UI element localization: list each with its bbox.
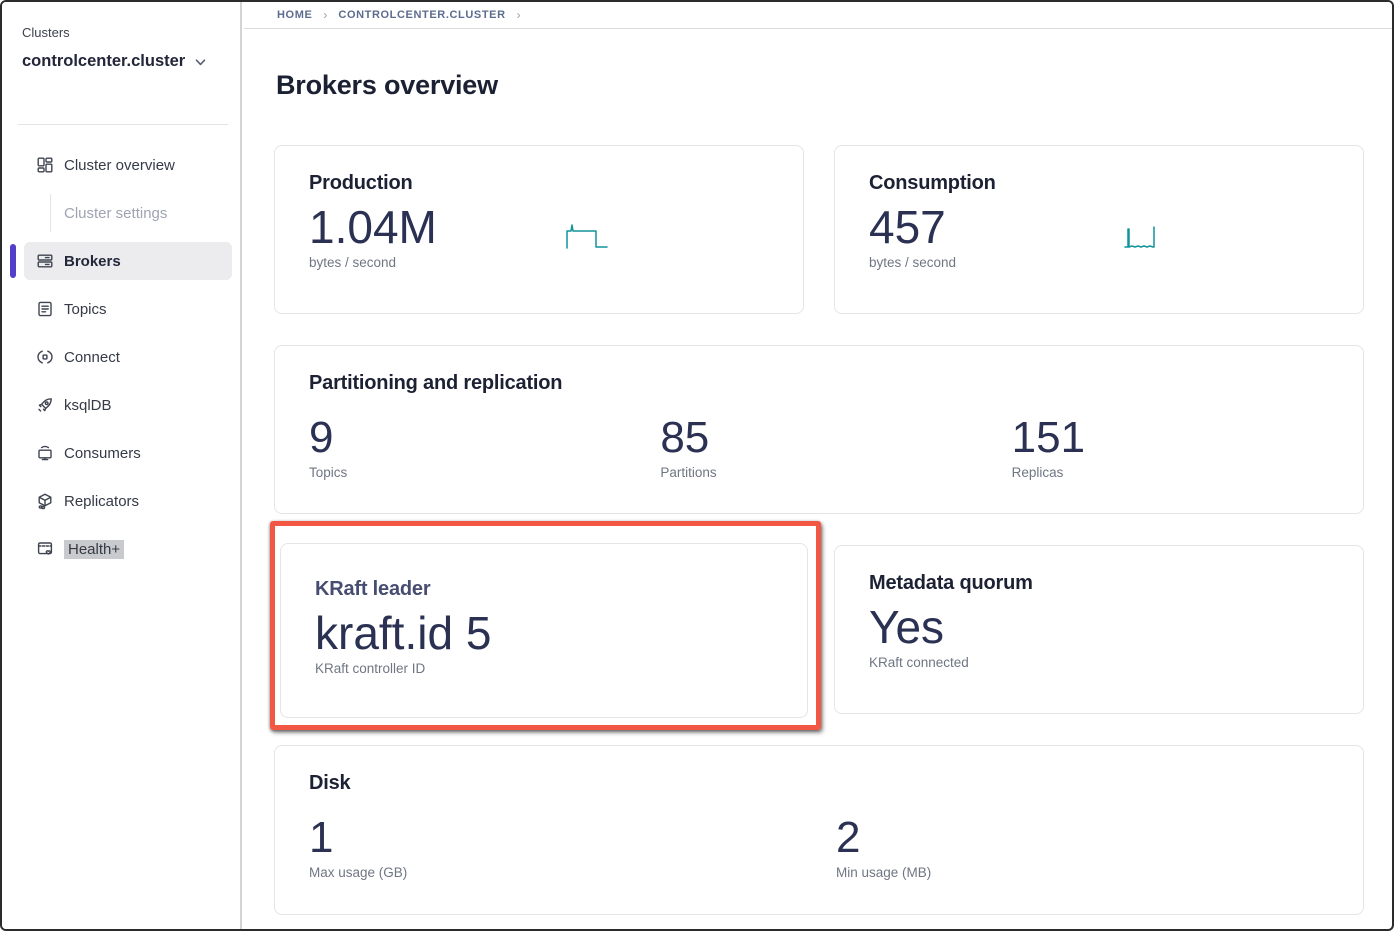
sidebar-divider (18, 124, 228, 125)
topics-document-icon (36, 300, 54, 318)
sidebar-item-ksqldb[interactable]: ksqlDB (24, 386, 232, 424)
production-card-title: Production (309, 172, 413, 194)
sidebar-item-label: Health+ (64, 539, 125, 559)
consumption-unit: bytes / second (869, 254, 957, 270)
sidebar-item-health-plus[interactable]: Health+ (24, 530, 232, 568)
cluster-name: controlcenter.cluster (22, 52, 186, 70)
min-usage-value: 2 (836, 813, 861, 862)
dashboard-grid-icon (36, 156, 54, 174)
disk-card[interactable]: Disk 1 Max usage (GB) 2 Min usage (MB) (274, 745, 1364, 915)
topics-stat: 9 Topics (309, 407, 660, 480)
sidebar-item-label: Connect (64, 348, 120, 366)
kraft-controller-id-label: KRaft controller ID (315, 660, 426, 676)
max-usage-stat: 1 Max usage (GB) (309, 807, 836, 880)
replicators-cube-icon (36, 492, 54, 510)
active-item-indicator (10, 244, 16, 278)
kraft-leader-card-title: KRaft leader (315, 578, 431, 600)
consumption-value: 457 (869, 201, 946, 253)
partitions-count: 85 (660, 413, 710, 462)
rocket-icon (36, 396, 54, 414)
max-usage-value: 1 (309, 813, 334, 862)
partitioning-card-title: Partitioning and replication (309, 372, 563, 394)
sidebar-item-label: Cluster settings (64, 204, 168, 222)
sidebar-item-label: Cluster overview (64, 156, 175, 174)
sidebar-item-replicators[interactable]: Replicators (24, 482, 232, 520)
metadata-quorum-value: Yes (869, 601, 945, 653)
topics-label: Topics (309, 464, 348, 480)
min-usage-label: Min usage (MB) (836, 864, 932, 880)
min-usage-stat: 2 Min usage (MB) (836, 807, 1363, 880)
breadcrumb: HOME › CONTROLCENTER.CLUSTER › (244, 2, 1392, 29)
production-unit: bytes / second (309, 254, 397, 270)
production-sparkline (566, 224, 608, 249)
kraft-leader-value: kraft.id 5 (315, 607, 492, 659)
breadcrumb-home-link[interactable]: HOME (277, 9, 313, 21)
breadcrumb-separator: › (323, 8, 328, 22)
sidebar-item-label: ksqlDB (64, 396, 112, 414)
sidebar-item-topics[interactable]: Topics (24, 290, 232, 328)
consumers-monitor-icon (36, 444, 54, 462)
connect-plug-icon (36, 348, 54, 366)
production-value: 1.04M (309, 201, 437, 253)
health-window-heart-icon (36, 540, 54, 558)
sidebar-item-label: Topics (64, 300, 107, 318)
max-usage-label: Max usage (GB) (309, 864, 408, 880)
sidebar-item-cluster-overview[interactable]: Cluster overview (24, 146, 232, 184)
metadata-quorum-card[interactable]: Metadata quorum Yes KRaft connected (834, 545, 1364, 714)
partitions-stat: 85 Partitions (660, 407, 1011, 480)
sidebar-item-brokers[interactable]: Brokers (10, 242, 232, 280)
breadcrumb-separator: › (516, 8, 521, 22)
sidebar-item-cluster-settings[interactable]: Cluster settings (24, 194, 232, 232)
replicas-stat: 151 Replicas (1012, 407, 1363, 480)
sidebar-item-label: Replicators (64, 492, 140, 510)
chevron-down-icon (195, 59, 206, 66)
consumption-sparkline (1124, 226, 1155, 248)
tree-indent-line (50, 194, 51, 232)
brokers-server-icon (36, 252, 54, 270)
clusters-section-label: Clusters (22, 25, 70, 40)
sidebar-item-connect[interactable]: Connect (24, 338, 232, 376)
replicas-label: Replicas (1011, 464, 1064, 480)
consumption-card[interactable]: Consumption 457 bytes / second (834, 145, 1364, 314)
production-card[interactable]: Production 1.04M bytes / second (274, 145, 804, 314)
consumption-card-title: Consumption (869, 172, 996, 194)
topics-count: 9 (309, 413, 334, 462)
replicas-count: 151 (1011, 413, 1086, 462)
page-title: Brokers overview (276, 70, 498, 100)
kraft-leader-card[interactable]: KRaft leader kraft.id 5 KRaft controller… (280, 543, 808, 718)
breadcrumb-cluster-link[interactable]: CONTROLCENTER.CLUSTER (338, 9, 506, 21)
partitions-label: Partitions (660, 464, 717, 480)
sidebar-item-label: Consumers (64, 444, 141, 462)
cluster-selector[interactable]: controlcenter.cluster (22, 52, 206, 71)
metadata-quorum-card-title: Metadata quorum (869, 572, 1033, 594)
kraft-connected-label: KRaft connected (869, 654, 969, 670)
partitioning-card[interactable]: Partitioning and replication 9 Topics 85… (274, 345, 1364, 514)
sidebar-item-label: Brokers (64, 252, 121, 270)
sidebar: Clusters controlcenter.cluster Cluster o… (2, 2, 242, 929)
sidebar-item-consumers[interactable]: Consumers (24, 434, 232, 472)
sidebar-nav: Cluster overview Cluster settings Broker… (2, 146, 240, 578)
disk-card-title: Disk (309, 772, 351, 794)
